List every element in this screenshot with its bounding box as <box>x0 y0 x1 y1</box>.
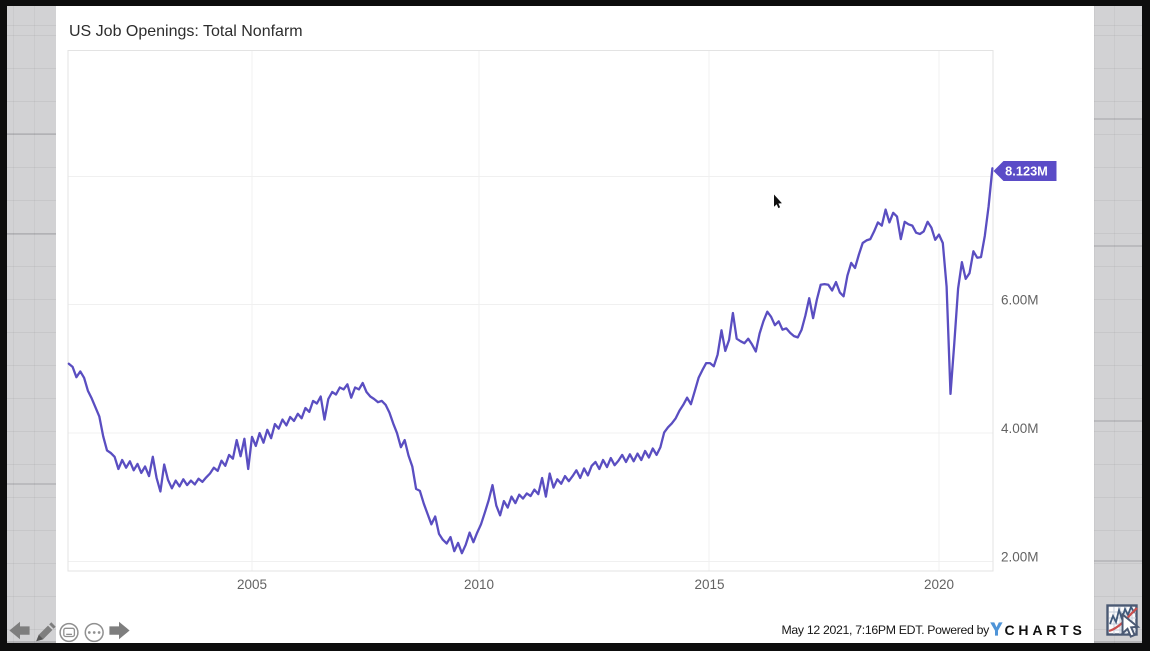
svg-text:May 12 2021, 7:16PM EDT. Power: May 12 2021, 7:16PM EDT. Powered by <box>781 623 990 637</box>
svg-text:US Job Openings: Total Nonfarm: US Job Openings: Total Nonfarm <box>69 23 303 40</box>
svg-text:8.123M: 8.123M <box>1005 164 1048 179</box>
svg-text:6.00M: 6.00M <box>1001 293 1039 308</box>
svg-text:2020: 2020 <box>924 577 954 592</box>
svg-text:CHARTS: CHARTS <box>1005 622 1086 638</box>
svg-text:4.00M: 4.00M <box>1001 421 1039 436</box>
svg-text:2.00M: 2.00M <box>1001 550 1039 565</box>
svg-text:2010: 2010 <box>464 577 494 592</box>
svg-text:2005: 2005 <box>237 577 267 592</box>
svg-text:2015: 2015 <box>694 577 724 592</box>
